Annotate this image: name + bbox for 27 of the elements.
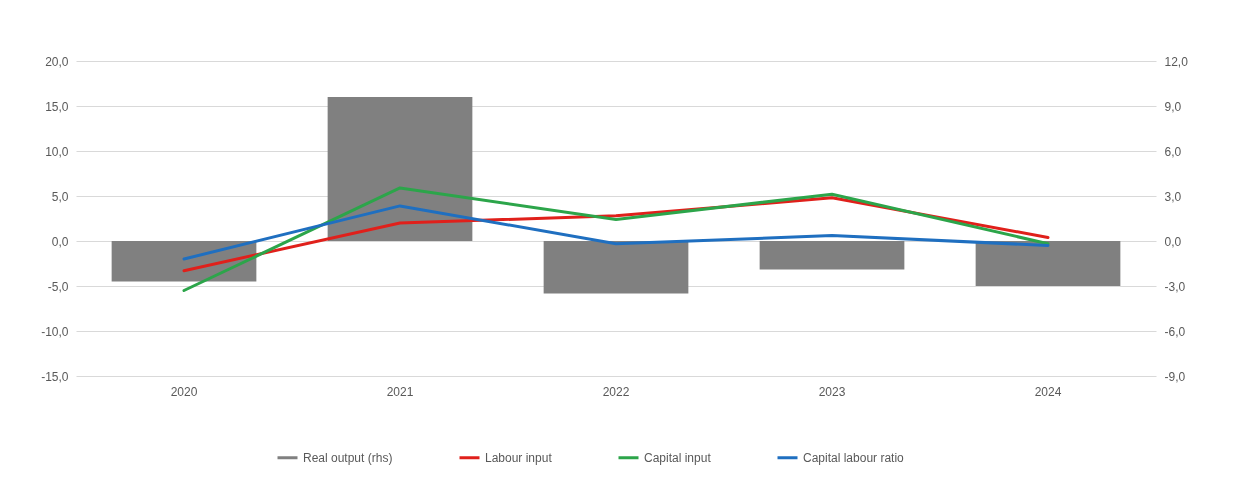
legend-label: Labour input [485,450,553,465]
legend-label: Real output (rhs) [303,450,393,465]
y2-tick-label: 12,0 [1164,54,1189,69]
x-tick-label: 2021 [386,384,414,399]
y-tick-label: -5,0 [47,279,69,294]
y2-tick-label: 9,0 [1164,99,1182,114]
y2-tick-label: -6,0 [1164,324,1186,339]
legend-label: Capital labour ratio [803,450,905,465]
y2-tick-label: -9,0 [1164,369,1186,384]
x-tick-label: 2024 [1034,384,1062,399]
y-tick-label: 5,0 [51,189,69,204]
y2-tick-label: 0,0 [1164,234,1182,249]
y-tick-label: -10,0 [41,324,69,339]
legend-label: Capital input [644,450,712,465]
y-tick-label: 0,0 [51,234,69,249]
y-tick-label: 15,0 [45,99,69,114]
y2-tick-label: -3,0 [1164,279,1186,294]
line-series [182,186,1050,292]
y-tick-label: -15,0 [41,369,69,384]
x-tick-label: 2022 [602,384,630,399]
line-series [182,204,1050,261]
y2-tick-label: 3,0 [1164,189,1182,204]
y-tick-label: 20,0 [45,54,69,69]
x-tick-label: 2020 [170,384,198,399]
y2-tick-label: 6,0 [1164,144,1182,159]
x-tick-label: 2023 [818,384,846,399]
y-tick-label: 10,0 [45,144,69,159]
